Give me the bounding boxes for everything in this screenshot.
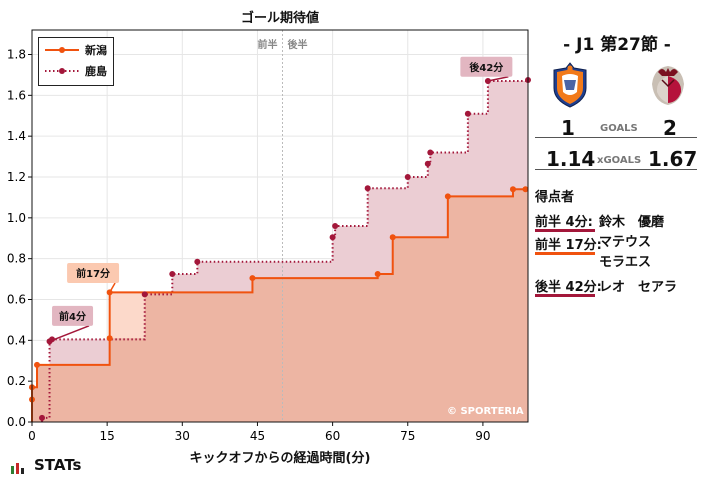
away-xg: 1.67 — [648, 147, 698, 171]
divider — [535, 137, 697, 138]
match-panel: - J1 第27節 - 1 GOALS 2 1.14 xGOALS 1.67 得… — [535, 0, 699, 479]
legend-label-kashima: 鹿島 — [85, 65, 107, 78]
legend-swatch-kashima — [45, 68, 79, 74]
plot-frame — [31, 29, 529, 423]
point-kashima — [141, 291, 148, 298]
home-xg: 1.14 — [546, 147, 596, 171]
point-niigata — [34, 361, 41, 368]
y-tick-label: 0.4 — [7, 333, 26, 347]
point-kashima — [194, 258, 201, 265]
home-goals: 1 — [561, 116, 575, 140]
y-tick-label: 1.4 — [7, 129, 26, 143]
halftime-label-first: 前半 — [258, 38, 278, 51]
y-tick-label: 0.2 — [7, 374, 26, 388]
highlight-niigata-goal — [109, 292, 145, 339]
x-tick-label: 15 — [100, 429, 115, 443]
x-tick-label: 90 — [475, 429, 490, 443]
scorer-time: 後半 42分: — [535, 280, 602, 295]
callout-pointer — [49, 325, 90, 343]
scorer-team-underline — [535, 294, 595, 297]
scorers-title: 得点者 — [535, 190, 575, 205]
callout-box — [460, 56, 513, 77]
legend-swatch-niigata — [45, 47, 79, 53]
legend-item-niigata: 新潟 — [39, 42, 113, 58]
point-kashima — [404, 174, 411, 180]
point-niigata — [522, 186, 529, 193]
y-tick-label: 0.6 — [7, 293, 26, 307]
brand-name: STATs — [34, 456, 82, 474]
area-niigata — [32, 189, 528, 422]
x-tick-label: 60 — [325, 429, 340, 443]
callout-pointer — [487, 76, 509, 82]
point-niigata — [444, 193, 451, 200]
scorer-name: 鈴木 優磨 — [599, 215, 665, 230]
x-tick-label: 75 — [400, 429, 415, 443]
point-kashima — [364, 185, 371, 192]
x-tick-label: 45 — [250, 429, 265, 443]
goals-label: GOALS — [600, 123, 638, 134]
scorer-team-underline — [535, 229, 595, 232]
stats-logo-icon — [11, 463, 24, 474]
legend-label-niigata: 新潟 — [85, 44, 107, 57]
point-kashima — [464, 110, 471, 117]
point-kashima — [329, 234, 336, 241]
x-axis-label: キックオフからの経過時間(分) — [189, 451, 371, 466]
callout-box — [67, 262, 120, 283]
callout-box — [52, 305, 94, 326]
callout-pointer — [109, 282, 116, 293]
y-tick-label: 1.0 — [7, 211, 26, 225]
y-tick-label: 0.0 — [7, 415, 26, 429]
callout-label: 後42分 — [469, 61, 503, 74]
point-kashima — [332, 223, 339, 229]
point-kashima — [424, 160, 431, 167]
scorer-time: 前半 4分: — [535, 215, 593, 230]
niigata-crest-icon — [553, 62, 587, 108]
legend: 新潟 鹿島 — [38, 37, 114, 86]
point-niigata — [509, 186, 516, 193]
point-kashima — [427, 149, 434, 156]
y-tick-label: 0.8 — [7, 252, 26, 266]
legend-item-kashima: 鹿島 — [39, 63, 113, 79]
halftime-label-second: 後半 — [288, 38, 308, 51]
point-niigata — [374, 270, 381, 277]
point-kashima — [169, 270, 176, 277]
point-niigata — [389, 234, 396, 241]
callout-label: 前17分 — [76, 267, 110, 280]
callout-label: 前4分 — [59, 310, 86, 323]
xg-label: xGOALS — [597, 155, 642, 166]
scorer-name: レオ セアラ — [599, 280, 678, 295]
y-tick-label: 1.6 — [7, 88, 26, 102]
y-tick-label: 1.8 — [7, 48, 26, 62]
match-title: - J1 第27節 - — [563, 35, 671, 55]
x-tick-label: 30 — [175, 429, 190, 443]
xg-row: 1.14 xGOALS 1.67 — [535, 147, 699, 171]
y-tick-label: 1.2 — [7, 170, 26, 184]
scorer-name: マテウス モラエス — [599, 235, 652, 270]
x-tick-label: 0 — [28, 429, 36, 443]
away-goals: 2 — [663, 116, 677, 140]
watermark: © SPORTERIA — [447, 406, 524, 417]
point-niigata — [106, 335, 113, 342]
scorer-team-underline — [535, 252, 595, 255]
scorer-time: 前半 17分: — [535, 238, 602, 253]
line-niigata — [31, 188, 528, 422]
chart-title: ゴール期待値 — [240, 11, 319, 26]
goals-row: 1 GOALS 2 — [535, 116, 699, 140]
divider — [535, 169, 697, 170]
kashima-crest-icon — [652, 66, 684, 105]
point-kashima — [39, 414, 46, 421]
point-niigata — [249, 275, 256, 282]
